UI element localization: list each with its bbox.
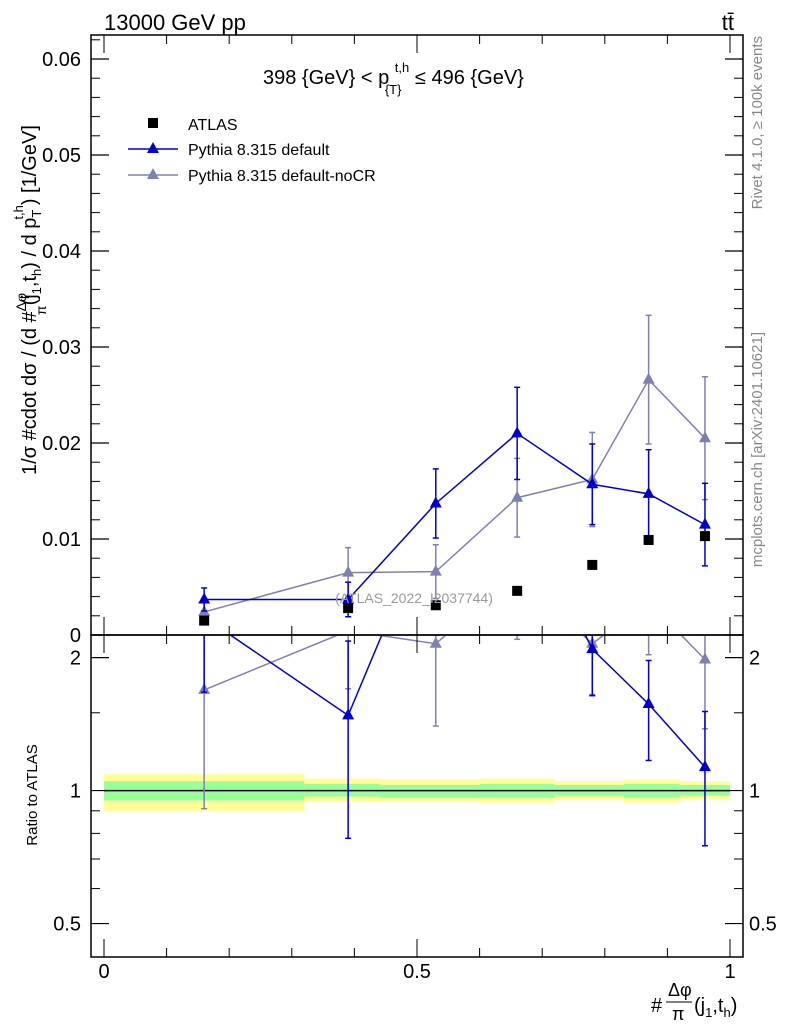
energy-label: 13000 GeV pp — [104, 10, 246, 35]
legend-label-nocr: Pythia 8.315 default-noCR — [188, 168, 376, 185]
legend-marker-atlas — [148, 118, 158, 128]
analysis-watermark: (ATLAS_2022_I2037744) — [335, 590, 493, 606]
series-line — [203, 378, 706, 613]
y-tick-label: 0 — [70, 625, 81, 647]
data-point — [342, 592, 355, 604]
y-tick-label: 0.01 — [42, 529, 81, 551]
data-point — [430, 600, 441, 611]
data-point — [429, 564, 442, 576]
svg-text:Δφ: Δφ — [668, 980, 692, 1000]
x-tick-label: 1 — [724, 961, 735, 983]
x-tick-label: 0.5 — [403, 961, 431, 983]
data-point — [642, 486, 655, 498]
y-tick-label: 0.02 — [42, 433, 81, 455]
data-point — [512, 585, 523, 596]
data-point — [643, 534, 654, 545]
ratio-data-point — [642, 697, 655, 709]
data-point — [698, 517, 711, 529]
ratio-y-tick-label: 2 — [70, 648, 81, 670]
mcplots-label: mcplots.cern.ch [arXiv:2401.10621] — [749, 332, 766, 567]
rivet-label: Rivet 4.1.0, ≥ 100k events — [749, 36, 766, 209]
svg-text:1/σ #cdot dσ / (d #Δφπ(j1,th): 1/σ #cdot dσ / (d #Δφ π(j1,th) / d pTt,h)… — [11, 125, 49, 475]
process-label: tt̄ — [722, 10, 734, 35]
data-point — [699, 531, 710, 542]
y-axis-label: 1/σ #cdot dσ / (d #Δφ π(j1,th) / d pTt,h)… — [11, 125, 49, 475]
y-tick-label: 0.06 — [42, 49, 81, 71]
data-point — [586, 477, 599, 489]
series-line — [204, 432, 706, 601]
ratio-plot: 0.5 0.5 1 1 2 2 0 0.5 1 — [53, 634, 777, 983]
y-tick-label: 0.04 — [42, 241, 81, 263]
x-tick-label: 0 — [98, 961, 109, 983]
legend: ATLAS Pythia 8.315 default Pythia 8.315 … — [128, 117, 376, 185]
svg-text:#: # — [651, 995, 663, 1017]
ratio-y-tick-label-right: 1 — [749, 781, 760, 803]
x-axis-label: # Δφ π (j1,th) — [651, 980, 737, 1024]
data-point — [511, 490, 524, 502]
ratio-data-point — [586, 642, 599, 654]
legend-label-default: Pythia 8.315 default — [188, 142, 330, 159]
y-tick-label: 0.05 — [42, 145, 81, 167]
ratio-y-label: Ratio to ATLAS — [24, 744, 41, 845]
legend-label-atlas: ATLAS — [188, 117, 238, 134]
data-point — [587, 559, 598, 570]
data-point — [199, 615, 210, 626]
legend-marker-default — [147, 142, 159, 153]
ratio-y-tick-label-right: 0.5 — [749, 914, 777, 936]
ratio-data-point — [429, 636, 442, 648]
data-point — [343, 603, 354, 614]
legend-marker-nocr — [147, 168, 159, 179]
data-point — [198, 592, 211, 604]
svg-text:π: π — [672, 1004, 684, 1024]
plot-title: 398 {GeV} < p t,h {T} ≤ 496 {GeV} — [263, 55, 524, 99]
data-point — [642, 372, 655, 384]
ratio-data-point — [698, 652, 711, 664]
ratio-y-tick-label: 0.5 — [53, 914, 81, 936]
ratio-data-point — [342, 708, 355, 720]
data-point — [511, 426, 524, 438]
data-point — [342, 565, 355, 577]
data-point — [429, 496, 442, 508]
y-tick-label: 0.03 — [42, 337, 81, 359]
ratio-y-tick-label: 1 — [70, 781, 81, 803]
ratio-data-point — [698, 760, 711, 772]
svg-text:(j1,th): (j1,th) — [694, 995, 737, 1020]
ratio-series-line — [229, 635, 706, 768]
data-point — [698, 431, 711, 443]
svg-text:398 {GeV} < p t,h: 398 {GeV} < p t,h {T} ≤ 496 {GeV} — [263, 55, 524, 99]
ratio-y-tick-label-right: 2 — [749, 648, 760, 670]
main-plot: 0 0.01 0.02 0.03 0.04 0.05 0.06 — [42, 34, 744, 647]
